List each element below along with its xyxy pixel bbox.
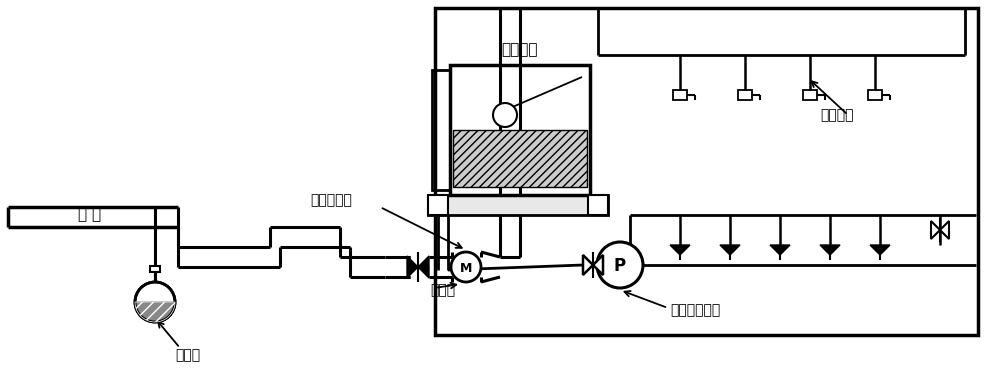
Polygon shape [820,245,840,255]
Text: 加圧送水装置: 加圧送水装置 [670,303,721,317]
Bar [432,70,450,190]
Polygon shape [770,245,790,255]
Bar [868,90,882,100]
Bar [435,8,978,335]
Bar [428,195,448,215]
Circle shape [597,242,643,288]
Bar [428,195,608,215]
Polygon shape [670,245,690,255]
Bar [588,195,608,215]
Wedge shape [135,302,175,322]
Text: 配水管: 配水管 [175,348,200,362]
Polygon shape [583,255,593,275]
Circle shape [135,282,175,322]
Polygon shape [418,256,429,278]
Polygon shape [720,245,740,255]
Bar [453,130,587,187]
Text: 補助水槽: 補助水槽 [502,43,539,58]
Circle shape [451,252,481,282]
Bar [673,90,687,100]
Text: 給水栓等: 給水栓等 [820,108,853,122]
Bar [450,65,590,195]
Circle shape [493,103,517,127]
Bar [738,90,752,100]
Polygon shape [931,221,940,239]
Polygon shape [407,256,418,278]
Polygon shape [870,245,890,255]
Text: 水道メータ: 水道メータ [310,193,351,207]
Bar [150,266,160,272]
Text: 止水栓: 止水栓 [430,283,455,297]
Text: P: P [614,257,626,275]
Polygon shape [940,221,949,239]
Text: 道 路: 道 路 [78,207,102,222]
Bar [803,90,817,100]
Text: M: M [459,262,472,274]
Polygon shape [593,255,603,275]
